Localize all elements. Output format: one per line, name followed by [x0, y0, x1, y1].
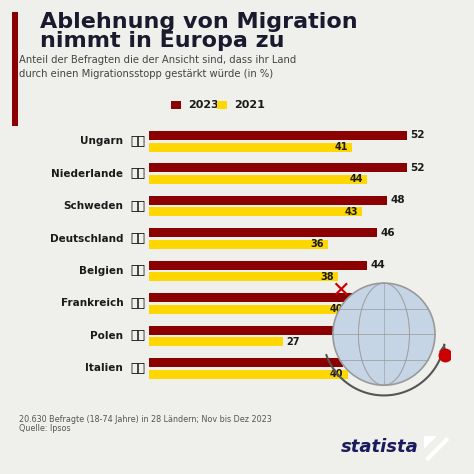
Text: statista: statista — [341, 438, 419, 456]
Bar — [149, 240, 328, 249]
Text: Niederlande: Niederlande — [51, 169, 123, 179]
Text: 52: 52 — [410, 163, 424, 173]
Text: 🇮🇹: 🇮🇹 — [130, 362, 146, 375]
Text: Belgien: Belgien — [79, 266, 123, 276]
Bar — [149, 143, 353, 152]
Text: 43: 43 — [345, 207, 358, 217]
Text: 44: 44 — [370, 260, 385, 270]
Text: Polen: Polen — [90, 331, 123, 341]
Bar — [149, 337, 283, 346]
Bar — [149, 326, 343, 335]
Text: Italien: Italien — [85, 364, 123, 374]
Bar — [149, 358, 343, 367]
Text: Anteil der Befragten die der Ansicht sind, dass ihr Land
durch einen Migrationss: Anteil der Befragten die der Ansicht sin… — [19, 55, 296, 79]
Text: 🇫🇷: 🇫🇷 — [130, 297, 146, 310]
Text: Ablehnung von Migration: Ablehnung von Migration — [40, 12, 358, 32]
Circle shape — [333, 283, 435, 385]
Text: 40: 40 — [330, 304, 344, 314]
Text: 46: 46 — [380, 228, 395, 238]
Text: 27: 27 — [286, 337, 300, 347]
Text: Quelle: Ipsos: Quelle: Ipsos — [19, 424, 71, 433]
Text: 41: 41 — [335, 142, 348, 152]
Text: 52: 52 — [410, 130, 424, 140]
Bar — [149, 196, 387, 205]
Text: 44: 44 — [350, 174, 364, 184]
Text: 20.630 Befragte (18-74 Jahre) in 28 Ländern; Nov bis Dez 2023: 20.630 Befragte (18-74 Jahre) in 28 Länd… — [19, 415, 272, 424]
Text: 2021: 2021 — [234, 100, 265, 110]
Text: 🇧🇪: 🇧🇪 — [130, 264, 146, 277]
Text: 39: 39 — [346, 357, 360, 367]
Bar — [149, 261, 367, 270]
Bar — [149, 163, 407, 173]
Bar — [149, 175, 367, 184]
Text: nimmt in Europa zu: nimmt in Europa zu — [40, 31, 285, 51]
Text: ✕: ✕ — [331, 281, 350, 301]
Bar — [149, 293, 353, 302]
Text: 🇳🇱: 🇳🇱 — [130, 167, 146, 180]
Text: 39: 39 — [346, 325, 360, 335]
Text: Ungarn: Ungarn — [80, 136, 123, 146]
Polygon shape — [424, 436, 435, 447]
Text: 41: 41 — [356, 292, 370, 302]
Text: Frankreich: Frankreich — [61, 299, 123, 309]
Text: 40: 40 — [330, 369, 344, 379]
Text: 36: 36 — [310, 239, 324, 249]
Bar — [149, 370, 347, 379]
Bar — [149, 208, 363, 217]
Bar — [149, 272, 337, 282]
Text: 🇵🇱: 🇵🇱 — [130, 329, 146, 342]
Text: 38: 38 — [320, 272, 334, 282]
Text: 🇩🇪: 🇩🇪 — [130, 232, 146, 245]
Text: 48: 48 — [390, 195, 405, 205]
Text: Schweden: Schweden — [64, 201, 123, 211]
Bar — [149, 228, 377, 237]
Text: Deutschland: Deutschland — [50, 234, 123, 244]
Bar — [149, 131, 407, 140]
Bar — [149, 305, 347, 314]
Text: 🇸🇪: 🇸🇪 — [130, 200, 146, 213]
Text: 🇭🇺: 🇭🇺 — [130, 135, 146, 148]
Text: 2023: 2023 — [188, 100, 219, 110]
